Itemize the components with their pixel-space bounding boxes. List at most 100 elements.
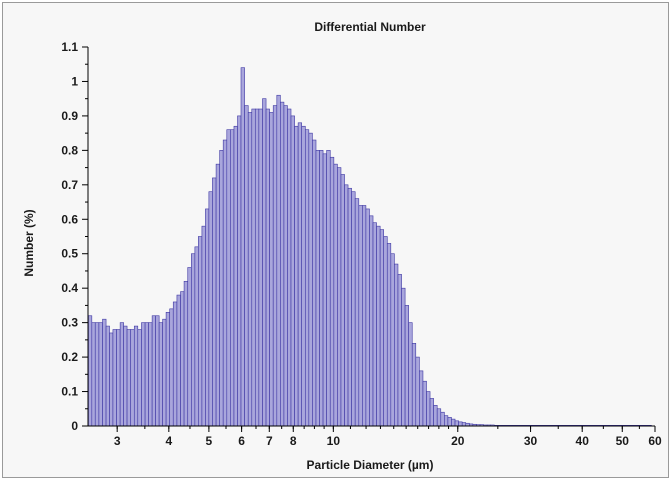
bar — [447, 417, 452, 427]
bar — [315, 150, 320, 427]
x-axis-title: Particle Diameter (µm) — [307, 458, 434, 472]
bar — [297, 122, 303, 427]
x-tick-label: 40 — [576, 434, 590, 448]
bar — [141, 322, 146, 427]
x-ticks-group: 3 4 5 6 7 8 10 20 30 40 50 60 — [114, 426, 662, 448]
bar — [436, 408, 442, 427]
bar — [429, 398, 434, 427]
bar — [180, 291, 185, 427]
bar — [94, 322, 100, 427]
bar — [340, 174, 345, 427]
bar — [88, 315, 93, 427]
bar — [426, 391, 431, 427]
bar — [219, 150, 224, 427]
bar — [194, 246, 199, 427]
bar — [102, 318, 107, 427]
bar — [294, 125, 299, 427]
bar — [251, 108, 256, 427]
bar — [369, 215, 374, 427]
bar — [212, 177, 217, 427]
y-tick-label: 0.7 — [61, 178, 78, 192]
bar — [119, 322, 124, 427]
x-tick-label: 50 — [616, 434, 630, 448]
bar — [158, 322, 163, 427]
bar — [379, 229, 385, 427]
bar — [155, 315, 160, 427]
bar — [394, 263, 399, 427]
bar — [148, 322, 153, 427]
bar — [451, 418, 456, 427]
y-ticks-group: 0 0.1 0.2 0.3 0.4 0.5 0.6 0.7 0.8 0.9 1 1.1 — [61, 40, 88, 433]
bar — [172, 301, 178, 427]
bar — [237, 115, 242, 427]
x-tick-label: 7 — [266, 434, 273, 448]
bar — [433, 405, 438, 427]
bar — [461, 422, 467, 427]
bar — [198, 236, 203, 427]
bar — [333, 163, 338, 427]
bar — [329, 156, 335, 427]
y-tick-label: 0.8 — [61, 143, 78, 157]
bar — [191, 253, 196, 427]
y-tick-label: 0.9 — [61, 109, 78, 123]
bar — [376, 225, 381, 427]
x-tick-label: 60 — [648, 434, 662, 448]
bar — [201, 225, 206, 427]
bar — [105, 325, 110, 427]
bar — [312, 139, 317, 427]
y-tick-label: 0.2 — [61, 350, 78, 364]
bar — [344, 184, 349, 427]
y-tick-label: 0.6 — [61, 212, 78, 226]
bars-group — [88, 67, 652, 427]
y-tick-label: 0.3 — [61, 316, 78, 330]
y-axis-title: Number (%) — [22, 209, 36, 276]
bar — [265, 108, 270, 427]
bar — [440, 411, 445, 427]
bar — [176, 294, 181, 427]
chart-svg: Differential Number 3 4 5 6 7 8 10 20 30 40 50 60 0… — [22, 20, 662, 472]
bar — [301, 125, 306, 427]
bar — [162, 318, 167, 427]
x-tick-label: 30 — [524, 434, 538, 448]
bar — [276, 94, 281, 427]
y-tick-label: 0.4 — [61, 281, 78, 295]
bar — [454, 420, 459, 427]
y-tick-label: 0.5 — [61, 247, 78, 261]
bar — [230, 129, 235, 427]
bar — [208, 191, 213, 427]
bar — [351, 191, 356, 427]
bar — [116, 329, 121, 427]
bar — [133, 325, 139, 427]
bar — [183, 280, 189, 427]
bar — [308, 132, 313, 427]
bar — [444, 415, 449, 427]
bar — [386, 243, 392, 427]
y-tick-label: 1 — [71, 74, 78, 88]
bar — [401, 287, 406, 427]
bar — [165, 311, 171, 427]
x-tick-label: 8 — [290, 434, 297, 448]
bar — [112, 329, 117, 427]
bar — [233, 125, 238, 427]
bar — [254, 108, 260, 427]
x-tick-label: 3 — [114, 434, 121, 448]
bar — [247, 112, 253, 427]
bar — [290, 115, 295, 427]
bar — [419, 370, 424, 427]
bar — [354, 198, 360, 427]
bar — [404, 305, 409, 427]
bar — [130, 329, 135, 427]
bar — [287, 108, 292, 427]
bar — [422, 380, 427, 427]
x-tick-label: 10 — [327, 434, 341, 448]
bar — [126, 329, 131, 427]
bar — [258, 108, 263, 427]
y-tick-label: 0.1 — [61, 385, 78, 399]
bar — [215, 163, 220, 427]
x-tick-label: 4 — [165, 434, 172, 448]
bar — [337, 167, 342, 427]
bar — [322, 153, 327, 427]
x-tick-label: 5 — [206, 434, 213, 448]
bar — [205, 208, 210, 427]
bar — [144, 322, 149, 427]
